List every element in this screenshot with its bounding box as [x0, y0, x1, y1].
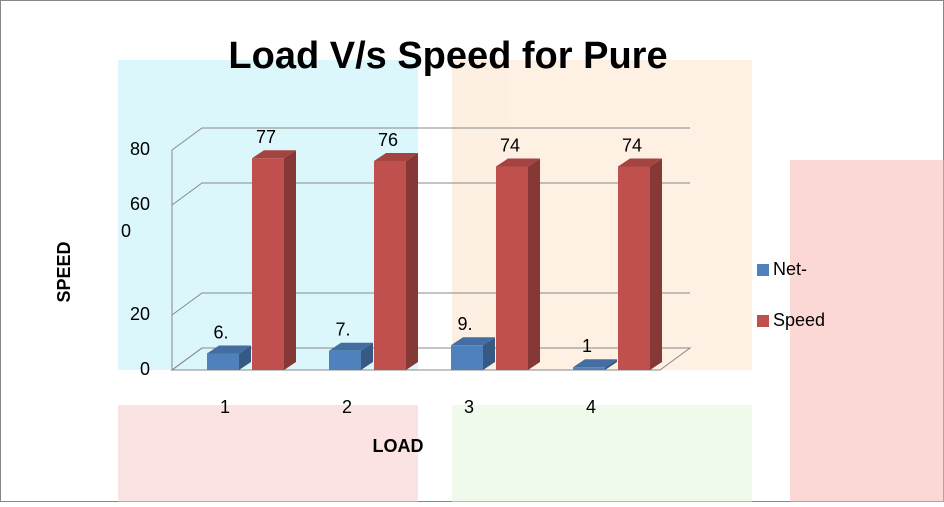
y-tick-label: 20	[130, 304, 150, 324]
legend-swatch	[757, 315, 769, 327]
bar	[451, 345, 483, 370]
legend-label: Net-	[773, 259, 807, 279]
legend-swatch	[757, 264, 769, 276]
watermark-shape	[790, 160, 944, 502]
data-label: 9.	[457, 314, 472, 334]
bar	[207, 354, 239, 371]
data-label: 74	[500, 135, 520, 155]
data-label: 7.	[335, 320, 350, 340]
x-axis-label: LOAD	[373, 436, 424, 456]
x-tick-label: 2	[342, 397, 352, 417]
bar	[329, 351, 361, 370]
data-label: 1	[582, 336, 592, 356]
y-axis-label: SPEED	[54, 241, 74, 302]
x-tick-label: 1	[220, 397, 230, 417]
legend-label: Speed	[773, 310, 825, 330]
bar	[374, 161, 406, 370]
bar-side	[284, 150, 296, 370]
y-tick-label: 60	[130, 194, 150, 214]
y-tick-label: 80	[130, 139, 150, 159]
bar	[496, 167, 528, 371]
bar-side	[406, 153, 418, 370]
watermark-shape	[452, 405, 752, 502]
bar-side	[650, 159, 662, 371]
data-label: 76	[378, 130, 398, 150]
data-label: 6.	[213, 322, 228, 342]
page: {"chart_data": {"type": "bar3d", "title"…	[0, 0, 944, 507]
y-tick-label: 0	[140, 359, 150, 379]
x-tick-label: 3	[464, 397, 474, 417]
data-label: 77	[256, 127, 276, 147]
chart: Load V/s Speed for Pure LOAD SPEED 0 0 20…	[0, 0, 944, 502]
bar-side	[528, 159, 540, 371]
y-tick-label: 0	[121, 221, 131, 241]
bar	[573, 367, 605, 370]
x-tick-label: 4	[586, 397, 596, 417]
chart-title: Load V/s Speed for Pure	[228, 35, 667, 77]
bar	[618, 167, 650, 371]
data-label: 74	[622, 135, 642, 155]
bar	[252, 158, 284, 370]
